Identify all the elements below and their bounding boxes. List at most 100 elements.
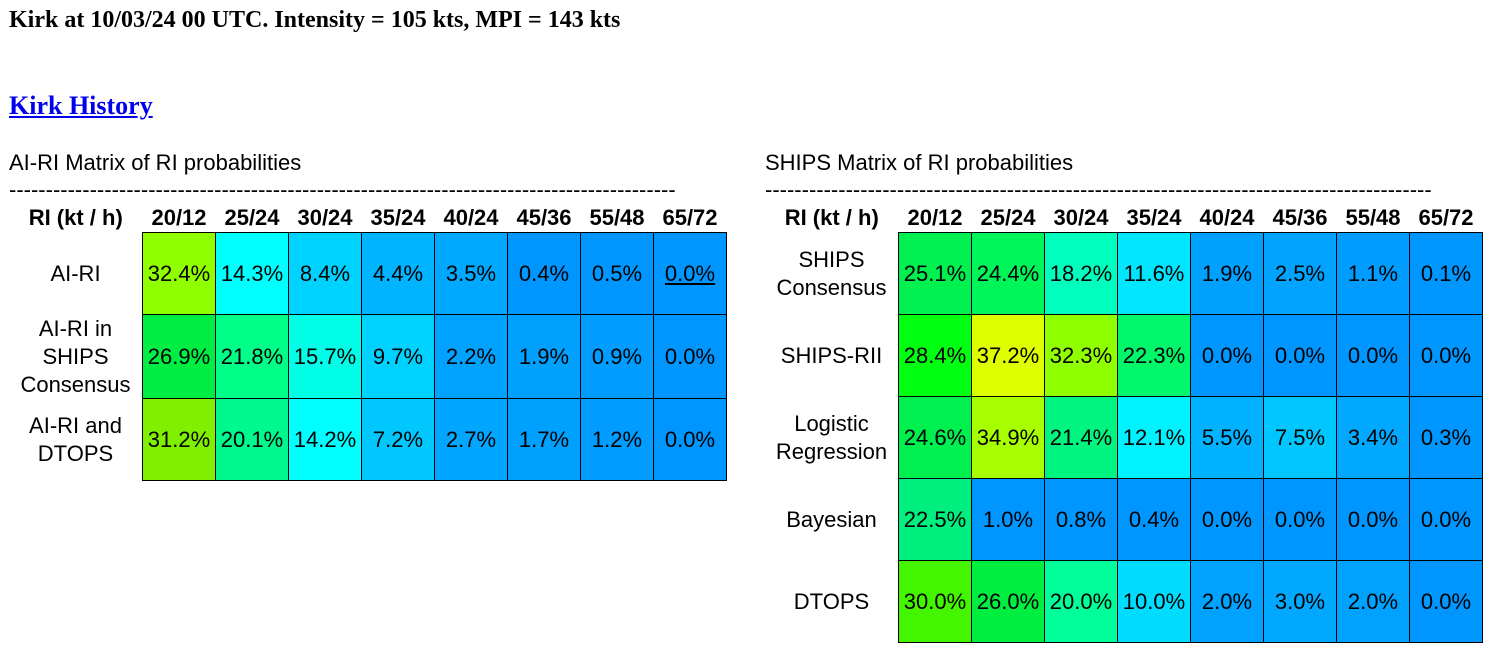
- column-header: 45/36: [516, 205, 572, 230]
- column-header: 40/24: [443, 205, 499, 230]
- probability-cell: 14.3%: [215, 232, 289, 315]
- probability-cell: 26.9%: [142, 314, 216, 399]
- probability-cell: 0.0%: [1409, 560, 1483, 643]
- probability-value: 0.0%: [1347, 506, 1399, 532]
- ai-ri-matrix: AI-RI Matrix of RI probabilities -------…: [9, 148, 727, 481]
- probability-value: 21.4%: [1049, 424, 1113, 450]
- probability-value: 3.4%: [1347, 424, 1399, 450]
- row-header-label: RI (kt / h): [784, 205, 879, 231]
- ships-divider: ----------------------------------------…: [765, 178, 1432, 202]
- probability-value: 5.5%: [1201, 424, 1253, 450]
- probability-value: 8.4%: [299, 260, 351, 286]
- probability-value: 14.3%: [220, 260, 284, 286]
- probability-cell: 0.3%: [1409, 396, 1483, 479]
- probability-cell: 1.1%: [1336, 232, 1410, 315]
- probability-value: 0.0%: [1201, 506, 1253, 532]
- probability-value: 32.3%: [1049, 342, 1113, 368]
- row-label: SHIPS Consensus: [776, 246, 887, 300]
- probability-cell: 14.2%: [288, 398, 362, 481]
- matrix-row: Bayesian 22.5% 1.0% 0.8% 0.4% 0.0% 0.0% 0.0% 0.0…: [765, 478, 1483, 561]
- probability-value: 2.5%: [1274, 260, 1326, 286]
- probability-cell: 0.1%: [1409, 232, 1483, 315]
- probability-value: 11.6%: [1123, 260, 1185, 286]
- column-header: 45/36: [1272, 205, 1328, 230]
- probability-cell: 2.2%: [434, 314, 508, 399]
- probability-value: 0.5%: [591, 260, 643, 286]
- probability-cell: 11.6%: [1117, 232, 1191, 315]
- probability-cell: 4.4%: [361, 232, 435, 315]
- probability-cell: 0.0%: [1263, 478, 1337, 561]
- probability-value: 0.9%: [591, 343, 643, 369]
- probability-value: 0.0%: [1420, 506, 1472, 532]
- probability-value: 15.7%: [293, 343, 357, 369]
- ai-ri-matrix-title: AI-RI Matrix of RI probabilities: [9, 150, 302, 175]
- probability-value: 0.4%: [1128, 506, 1180, 532]
- row-header-label: RI (kt / h): [28, 205, 123, 231]
- probability-cell: 9.7%: [361, 314, 435, 399]
- column-header: 25/24: [224, 205, 280, 230]
- probability-value: 9.7%: [372, 343, 424, 369]
- row-label: AI-RI: [50, 260, 101, 286]
- ai-ri-divider: ----------------------------------------…: [9, 178, 676, 202]
- probability-cell: 3.0%: [1263, 560, 1337, 643]
- probability-value: 0.0%: [1201, 342, 1253, 368]
- column-header: 30/24: [1053, 205, 1109, 230]
- probability-value: 34.9%: [976, 424, 1040, 450]
- probability-cell: 18.2%: [1044, 232, 1118, 315]
- ai-ri-table: RI (kt / h) 20/12 25/24 30/24 35/24 40/24 45/…: [9, 204, 727, 481]
- probability-value: 1.0%: [982, 506, 1034, 532]
- probability-value: 24.6%: [903, 424, 967, 450]
- probability-value: 1.2%: [591, 426, 643, 452]
- probability-cell: 0.4%: [507, 232, 581, 315]
- probability-cell: 37.2%: [971, 314, 1045, 397]
- column-header: 65/72: [662, 205, 718, 230]
- probability-value: 1.9%: [518, 343, 570, 369]
- probability-value: 32.4%: [147, 260, 211, 286]
- probability-cell: 22.5%: [898, 478, 972, 561]
- matrix-row: SHIPS-RII 28.4% 37.2% 32.3% 22.3% 0.0% 0.0% 0.0…: [765, 314, 1483, 397]
- probability-value: 3.0%: [1274, 588, 1326, 614]
- probability-value: 25.1%: [903, 260, 967, 286]
- probability-value: 20.1%: [220, 426, 284, 452]
- matrix-row: DTOPS 30.0% 26.0% 20.0% 10.0% 2.0% 3.0% 2.0% 0.0…: [765, 560, 1483, 643]
- probability-value: 28.4%: [903, 342, 967, 368]
- probability-value: 18.2%: [1049, 260, 1113, 286]
- column-header: 20/12: [907, 205, 963, 230]
- probability-cell: 1.9%: [507, 314, 581, 399]
- probability-value: 7.2%: [372, 426, 424, 452]
- probability-cell: 0.0%: [653, 398, 727, 481]
- probability-cell: 20.1%: [215, 398, 289, 481]
- probability-cell: 32.4%: [142, 232, 216, 315]
- probability-value: 1.9%: [1201, 260, 1253, 286]
- probability-value: 0.0%: [1420, 342, 1472, 368]
- probability-value: 14.2%: [293, 426, 357, 452]
- row-label: Bayesian: [786, 506, 877, 532]
- probability-value: 0.0%: [1274, 506, 1326, 532]
- probability-cell: 2.7%: [434, 398, 508, 481]
- probability-value: 21.8%: [220, 343, 284, 369]
- probability-value: 2.0%: [1201, 588, 1253, 614]
- probability-value: 0.0%: [664, 343, 716, 369]
- probability-cell: 0.0%: [1409, 314, 1483, 397]
- probability-cell: 25.1%: [898, 232, 972, 315]
- matrix-row: SHIPS Consensus 25.1% 24.4% 18.2% 11.6% 1.9% 2…: [765, 232, 1483, 315]
- kirk-history-link[interactable]: Kirk History: [9, 91, 153, 120]
- probability-value: 0.0%: [664, 260, 716, 286]
- probability-cell: 31.2%: [142, 398, 216, 481]
- probability-value: 31.2%: [147, 426, 211, 452]
- probability-cell: 0.4%: [1117, 478, 1191, 561]
- probability-value: 1.7%: [518, 426, 570, 452]
- probability-cell: 0.9%: [580, 314, 654, 399]
- probability-value: 37.2%: [976, 342, 1040, 368]
- probability-value: 1.1%: [1347, 260, 1399, 286]
- column-header: 25/24: [980, 205, 1036, 230]
- probability-cell: 0.0%: [1336, 478, 1410, 561]
- ships-matrix: SHIPS Matrix of RI probabilities -------…: [765, 148, 1483, 643]
- probability-cell: 0.0%: [1190, 478, 1264, 561]
- probability-cell: 15.7%: [288, 314, 362, 399]
- row-label: DTOPS: [793, 588, 870, 614]
- row-label: AI-RI in SHIPS Consensus: [20, 315, 131, 397]
- column-header: 65/72: [1418, 205, 1474, 230]
- column-header: 20/12: [151, 205, 207, 230]
- column-header: 55/48: [1345, 205, 1401, 230]
